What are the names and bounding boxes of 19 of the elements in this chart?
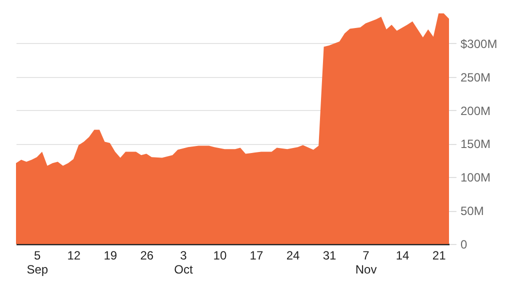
x-tick-label: 7 Nov (355, 248, 377, 276)
x-tick-label: 12 (67, 248, 81, 262)
x-tick-label: 19 (104, 248, 118, 262)
x-tick-label: 10 (213, 248, 227, 262)
x-tick-label: 5 Sep (26, 248, 48, 276)
y-tick-label: 100M (460, 170, 491, 185)
y-tick-label: $300M (460, 36, 498, 51)
x-tick-label: 14 (396, 248, 410, 262)
y-tick-label: 150M (460, 137, 491, 152)
y-tick-label: 250M (460, 70, 491, 84)
x-tick-label: 26 (140, 248, 154, 262)
x-tick-label: 17 (250, 248, 264, 262)
x-tick-label: 24 (286, 248, 300, 262)
y-tick-label: 50M (460, 204, 484, 218)
x-tick-label: 31 (322, 248, 337, 262)
y-tick-label: 0 (460, 238, 468, 252)
x-tick-label: 3 Oct (174, 248, 194, 276)
x-tick-label: 21 (432, 248, 446, 262)
y-tick-label: 200M (460, 104, 491, 118)
